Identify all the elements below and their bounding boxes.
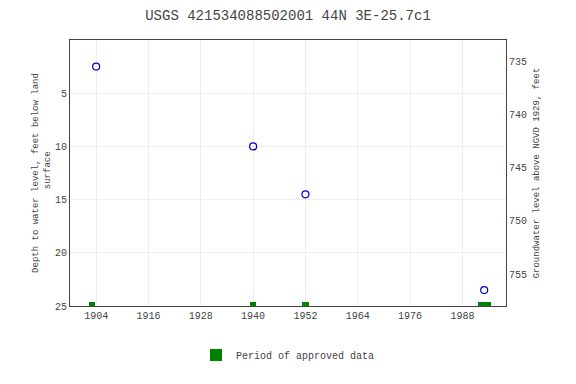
svg-text:735: 735 — [509, 57, 527, 68]
svg-text:Groundwater level above NGVD 1: Groundwater level above NGVD 1929, feet — [532, 68, 542, 279]
svg-text:15: 15 — [55, 195, 67, 206]
svg-text:1940: 1940 — [241, 311, 265, 322]
svg-text:740: 740 — [509, 110, 527, 121]
svg-text:Depth to water level, feet bel: Depth to water level, feet below land su… — [31, 73, 53, 273]
svg-text:1964: 1964 — [346, 311, 370, 322]
svg-text:745: 745 — [509, 163, 527, 174]
svg-text:1952: 1952 — [293, 311, 317, 322]
svg-text:1976: 1976 — [398, 311, 422, 322]
svg-text:750: 750 — [509, 216, 527, 227]
svg-text:Period of approved data: Period of approved data — [236, 351, 374, 362]
svg-text:755: 755 — [509, 270, 527, 281]
svg-text:25: 25 — [55, 302, 67, 313]
svg-text:1916: 1916 — [136, 311, 160, 322]
svg-text:USGS 421534088502001 44N 3E-25: USGS 421534088502001 44N 3E-25.7c1 — [145, 8, 431, 24]
svg-text:1988: 1988 — [450, 311, 474, 322]
svg-text:1928: 1928 — [189, 311, 213, 322]
svg-text:1904: 1904 — [84, 311, 108, 322]
svg-text:10: 10 — [55, 142, 67, 153]
svg-text:5: 5 — [61, 89, 67, 100]
svg-text:20: 20 — [55, 248, 67, 259]
